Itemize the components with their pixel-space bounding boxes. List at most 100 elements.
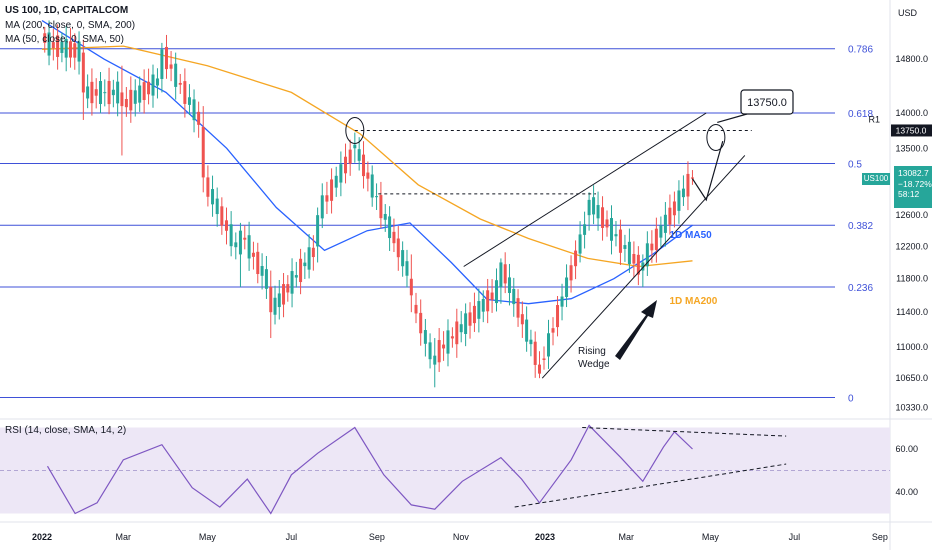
candle-body [339, 164, 343, 183]
candle-body [641, 262, 645, 271]
ma50-legend[interactable]: MA (50, close, 0, SMA, 50) [5, 34, 124, 45]
candle-body [468, 312, 472, 326]
price-tick-label: 14000.0 [895, 108, 928, 118]
fib-label: 0.382 [848, 221, 873, 232]
candle-body [690, 177, 694, 179]
price-tick-label: 13500.0 [895, 143, 928, 153]
time-tick-label: Jul [789, 532, 801, 542]
candle-body [507, 277, 511, 293]
candle-body [375, 196, 379, 198]
ticker-badge-text: US100 [863, 174, 889, 183]
candle-body [477, 301, 481, 319]
candle-body [459, 324, 463, 333]
ma200-legend[interactable]: MA (200, close, 0, SMA, 200) [5, 20, 135, 31]
time-tick-label: Mar [619, 532, 635, 542]
price-tick-label: 12600.0 [895, 210, 928, 220]
candle-body [409, 278, 413, 296]
candle-body [183, 81, 187, 104]
candle-body [455, 321, 459, 345]
candle-body [609, 218, 613, 241]
candle-body [583, 224, 587, 235]
rsi-band-layer [0, 427, 890, 514]
candle-body [551, 328, 555, 333]
candle-body [529, 339, 533, 345]
candle-body [516, 298, 520, 318]
candle-body [286, 284, 290, 293]
candle-body [201, 126, 205, 178]
price-tick-label: 10330.0 [895, 403, 928, 413]
target-callout-pointer [717, 113, 748, 124]
candle-body [294, 275, 298, 278]
candle-body [277, 293, 281, 308]
candle-body [659, 225, 663, 238]
candle-body [596, 205, 600, 219]
candle-body [433, 355, 437, 365]
candle-body [211, 189, 215, 205]
candle-body [537, 364, 541, 374]
candle-body [64, 39, 68, 58]
time-tick-label: Sep [369, 532, 385, 542]
candle-body [56, 35, 60, 57]
candle-body [525, 319, 529, 342]
candle-body [151, 74, 155, 96]
target-axis-label: 13750.0 [896, 125, 927, 135]
candle-body [547, 333, 551, 357]
candle-body [86, 86, 90, 99]
ma200-line [41, 45, 693, 268]
candle-body [299, 258, 303, 283]
axes-layer: USD 10330.0 10650.0 11000.0 11400.0 11800.0 12… [32, 8, 932, 542]
candle-body [247, 235, 251, 259]
candle-body [68, 41, 72, 58]
ma200-label: 1D MA200 [670, 296, 718, 307]
candle-body [668, 207, 672, 225]
candle-body [111, 89, 115, 96]
candle-body [303, 262, 307, 267]
price-tick-label: 12200.0 [895, 241, 928, 251]
target-axis-badge [891, 124, 932, 137]
ma200-legend-text: MA (200, close, 0, SMA, 200) [5, 20, 136, 31]
candle-body [260, 266, 264, 276]
candle-body [533, 341, 537, 365]
rsi-layer [46, 424, 787, 515]
candle-body [578, 234, 582, 254]
candle-body [353, 144, 357, 149]
fib-levels-layer: 0.786 0.618 0.5 0.382 0.236 0 [0, 45, 873, 404]
r1-label: R1 [868, 114, 880, 124]
price-value: 13082.7 [898, 168, 929, 178]
candle-body [51, 42, 55, 49]
candle-body [47, 32, 51, 56]
time-tick-label: Sep [872, 532, 888, 542]
trendline-wedge-upper [463, 112, 707, 267]
candle-body [464, 313, 468, 334]
candle-body [592, 197, 596, 215]
candle-body [325, 195, 329, 202]
candle-body [316, 215, 320, 247]
candle-body [556, 305, 560, 328]
moving-averages-layer [41, 20, 693, 305]
ma50-label: 1D MA50 [670, 230, 713, 241]
price-tick-label: 11800.0 [896, 274, 928, 284]
price-tick-label: 14800.0 [895, 54, 928, 64]
candle-body [103, 92, 107, 94]
candle-body [264, 269, 268, 289]
candle-body [379, 195, 383, 219]
candle-body [124, 99, 128, 108]
time-tick-label: May [199, 532, 217, 542]
rsi-legend-text: RSI (14, close, SMA, 14, 2) [5, 425, 127, 436]
candle-body [192, 99, 196, 121]
currency-label: USD [898, 8, 918, 18]
candle-body [43, 33, 47, 43]
candle-body [169, 64, 173, 69]
candle-body [627, 241, 631, 265]
symbol-legend[interactable]: US 100, 1D, CAPITALCOM [5, 5, 128, 16]
candle-body [90, 81, 94, 104]
candle-body [178, 82, 182, 85]
rsi-tick-label: 60.00 [895, 444, 918, 454]
time-tick-label: Nov [453, 532, 470, 542]
rsi-legend[interactable]: RSI (14, close, SMA, 14, 2) [5, 425, 126, 436]
candle-body [311, 247, 315, 258]
candle-body [98, 81, 102, 105]
candle-body [138, 85, 142, 103]
